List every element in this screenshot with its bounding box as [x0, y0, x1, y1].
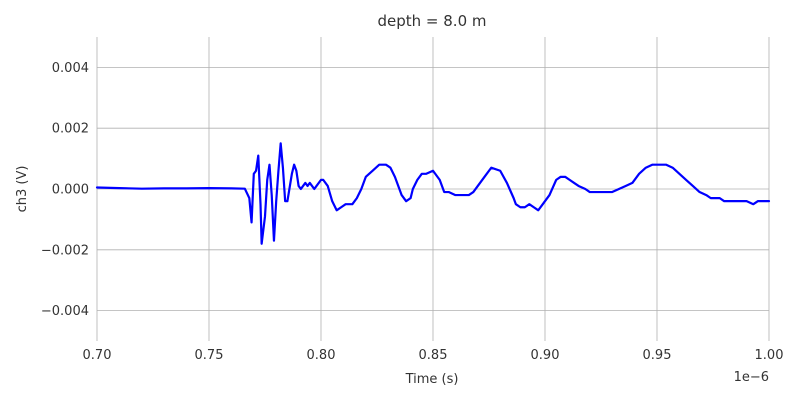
y-tick-label: 0.002: [52, 122, 89, 137]
chart-title: depth = 8.0 m: [378, 12, 487, 30]
x-tick-label: 0.90: [531, 348, 560, 363]
series-line: [95, 142, 771, 245]
x-tick-label: 0.70: [83, 348, 112, 363]
y-tick-label: 0.004: [52, 61, 89, 76]
y-tick-labels: −0.004 −0.002 0.000 0.002 0.004: [41, 61, 89, 319]
y-tick-label: 0.000: [52, 183, 89, 198]
x-tick-label: 1.00: [755, 348, 784, 363]
x-tick-label: 0.75: [195, 348, 224, 363]
y-tick-label: −0.004: [41, 304, 89, 319]
x-tick-labels: 0.70 0.75 0.80 0.85 0.90 0.95 1.00: [83, 348, 784, 363]
x-tick-label: 0.85: [419, 348, 448, 363]
x-axis-label: Time (s): [405, 372, 459, 387]
x-tick-label: 0.80: [307, 348, 336, 363]
x-offset-label: 1e−6: [734, 370, 769, 385]
y-axis-label: ch3 (V): [15, 166, 30, 213]
y-tick-label: −0.002: [41, 243, 89, 258]
x-tick-label: 0.95: [643, 348, 672, 363]
